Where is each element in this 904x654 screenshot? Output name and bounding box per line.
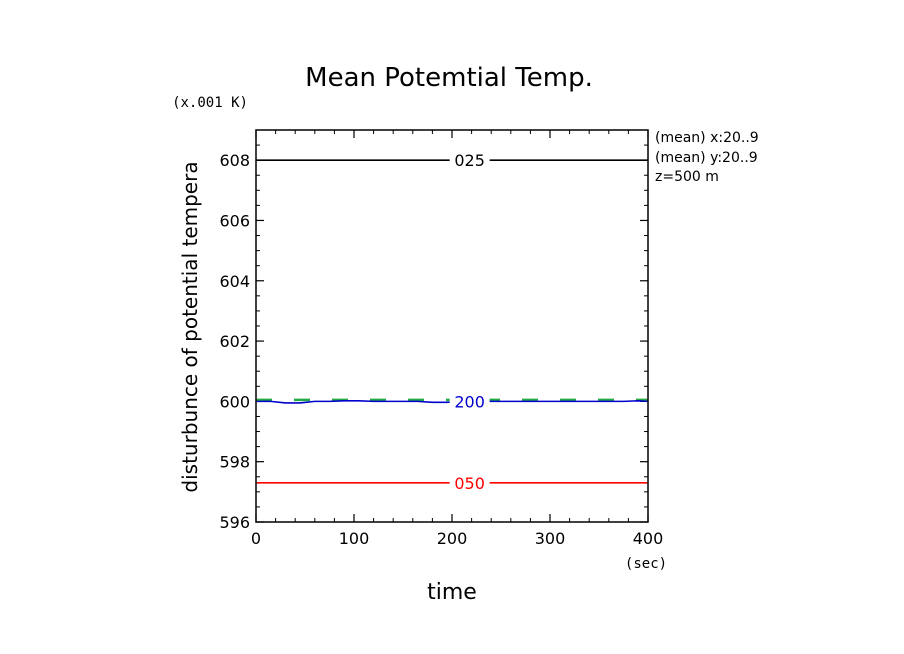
y-axis-unit: (x.001 K) <box>172 95 248 111</box>
series-label-group: 025 200 050 <box>449 151 490 493</box>
tick-group: 596 598 600 602 604 606 608 0 100 200 300 400 <box>219 129 664 548</box>
annotation-mean-y: (mean) y:20..9 <box>655 150 758 166</box>
x-axis-label: time <box>427 580 477 605</box>
y-tick-label: 606 <box>219 211 250 230</box>
annotation-group: (mean) x:20..9 (mean) y:20..9 z=500 m <box>655 130 759 185</box>
y-tick-label: 604 <box>219 272 250 291</box>
y-tick-label: 598 <box>219 453 250 472</box>
series-label-050: 050 <box>454 474 485 493</box>
chart-title: Mean Potemtial Temp. <box>305 63 593 93</box>
plot-frame <box>255 129 649 523</box>
series-label-gap <box>449 473 490 492</box>
annotation-z: z=500 m <box>655 169 719 185</box>
y-tick-label: 596 <box>219 513 250 532</box>
y-tick-label: 602 <box>219 332 250 351</box>
series-label-025: 025 <box>454 151 485 170</box>
x-tick-label: 200 <box>437 529 468 548</box>
series-group <box>256 159 649 484</box>
series-label-gap <box>449 392 490 411</box>
x-tick-label: 0 <box>251 529 261 548</box>
x-tick-label: 300 <box>535 529 566 548</box>
y-axis-label: disturbunce of potential tempera <box>178 161 202 492</box>
x-axis-unit: (sec) <box>625 556 667 572</box>
y-tick-label: 608 <box>219 151 250 170</box>
x-tick-label: 400 <box>633 529 664 548</box>
series-label-200: 200 <box>454 392 485 411</box>
annotation-mean-x: (mean) x:20..9 <box>655 130 759 146</box>
series-label-gap <box>449 151 490 170</box>
y-tick-label: 600 <box>219 392 250 411</box>
x-tick-label: 100 <box>339 529 370 548</box>
